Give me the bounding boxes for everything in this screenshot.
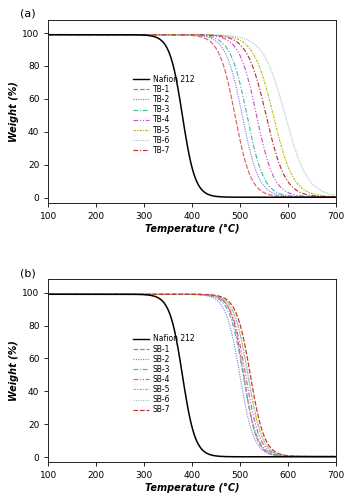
Y-axis label: Weight (%): Weight (%) — [9, 340, 19, 401]
Y-axis label: Weight (%): Weight (%) — [9, 81, 19, 142]
Legend: Nafion 212, SB-1, SB-2, SB-3, SB-4, SB-5, SB-6, SB-7: Nafion 212, SB-1, SB-2, SB-3, SB-4, SB-5… — [133, 334, 194, 414]
Legend: Nafion 212, TB-1, TB-2, TB-3, TB-4, TB-5, TB-6, TB-7: Nafion 212, TB-1, TB-2, TB-3, TB-4, TB-5… — [133, 75, 194, 155]
X-axis label: Temperature (°C): Temperature (°C) — [145, 224, 239, 234]
Text: (a): (a) — [20, 9, 35, 19]
Text: (b): (b) — [20, 268, 36, 278]
X-axis label: Temperature (°C): Temperature (°C) — [145, 483, 239, 493]
